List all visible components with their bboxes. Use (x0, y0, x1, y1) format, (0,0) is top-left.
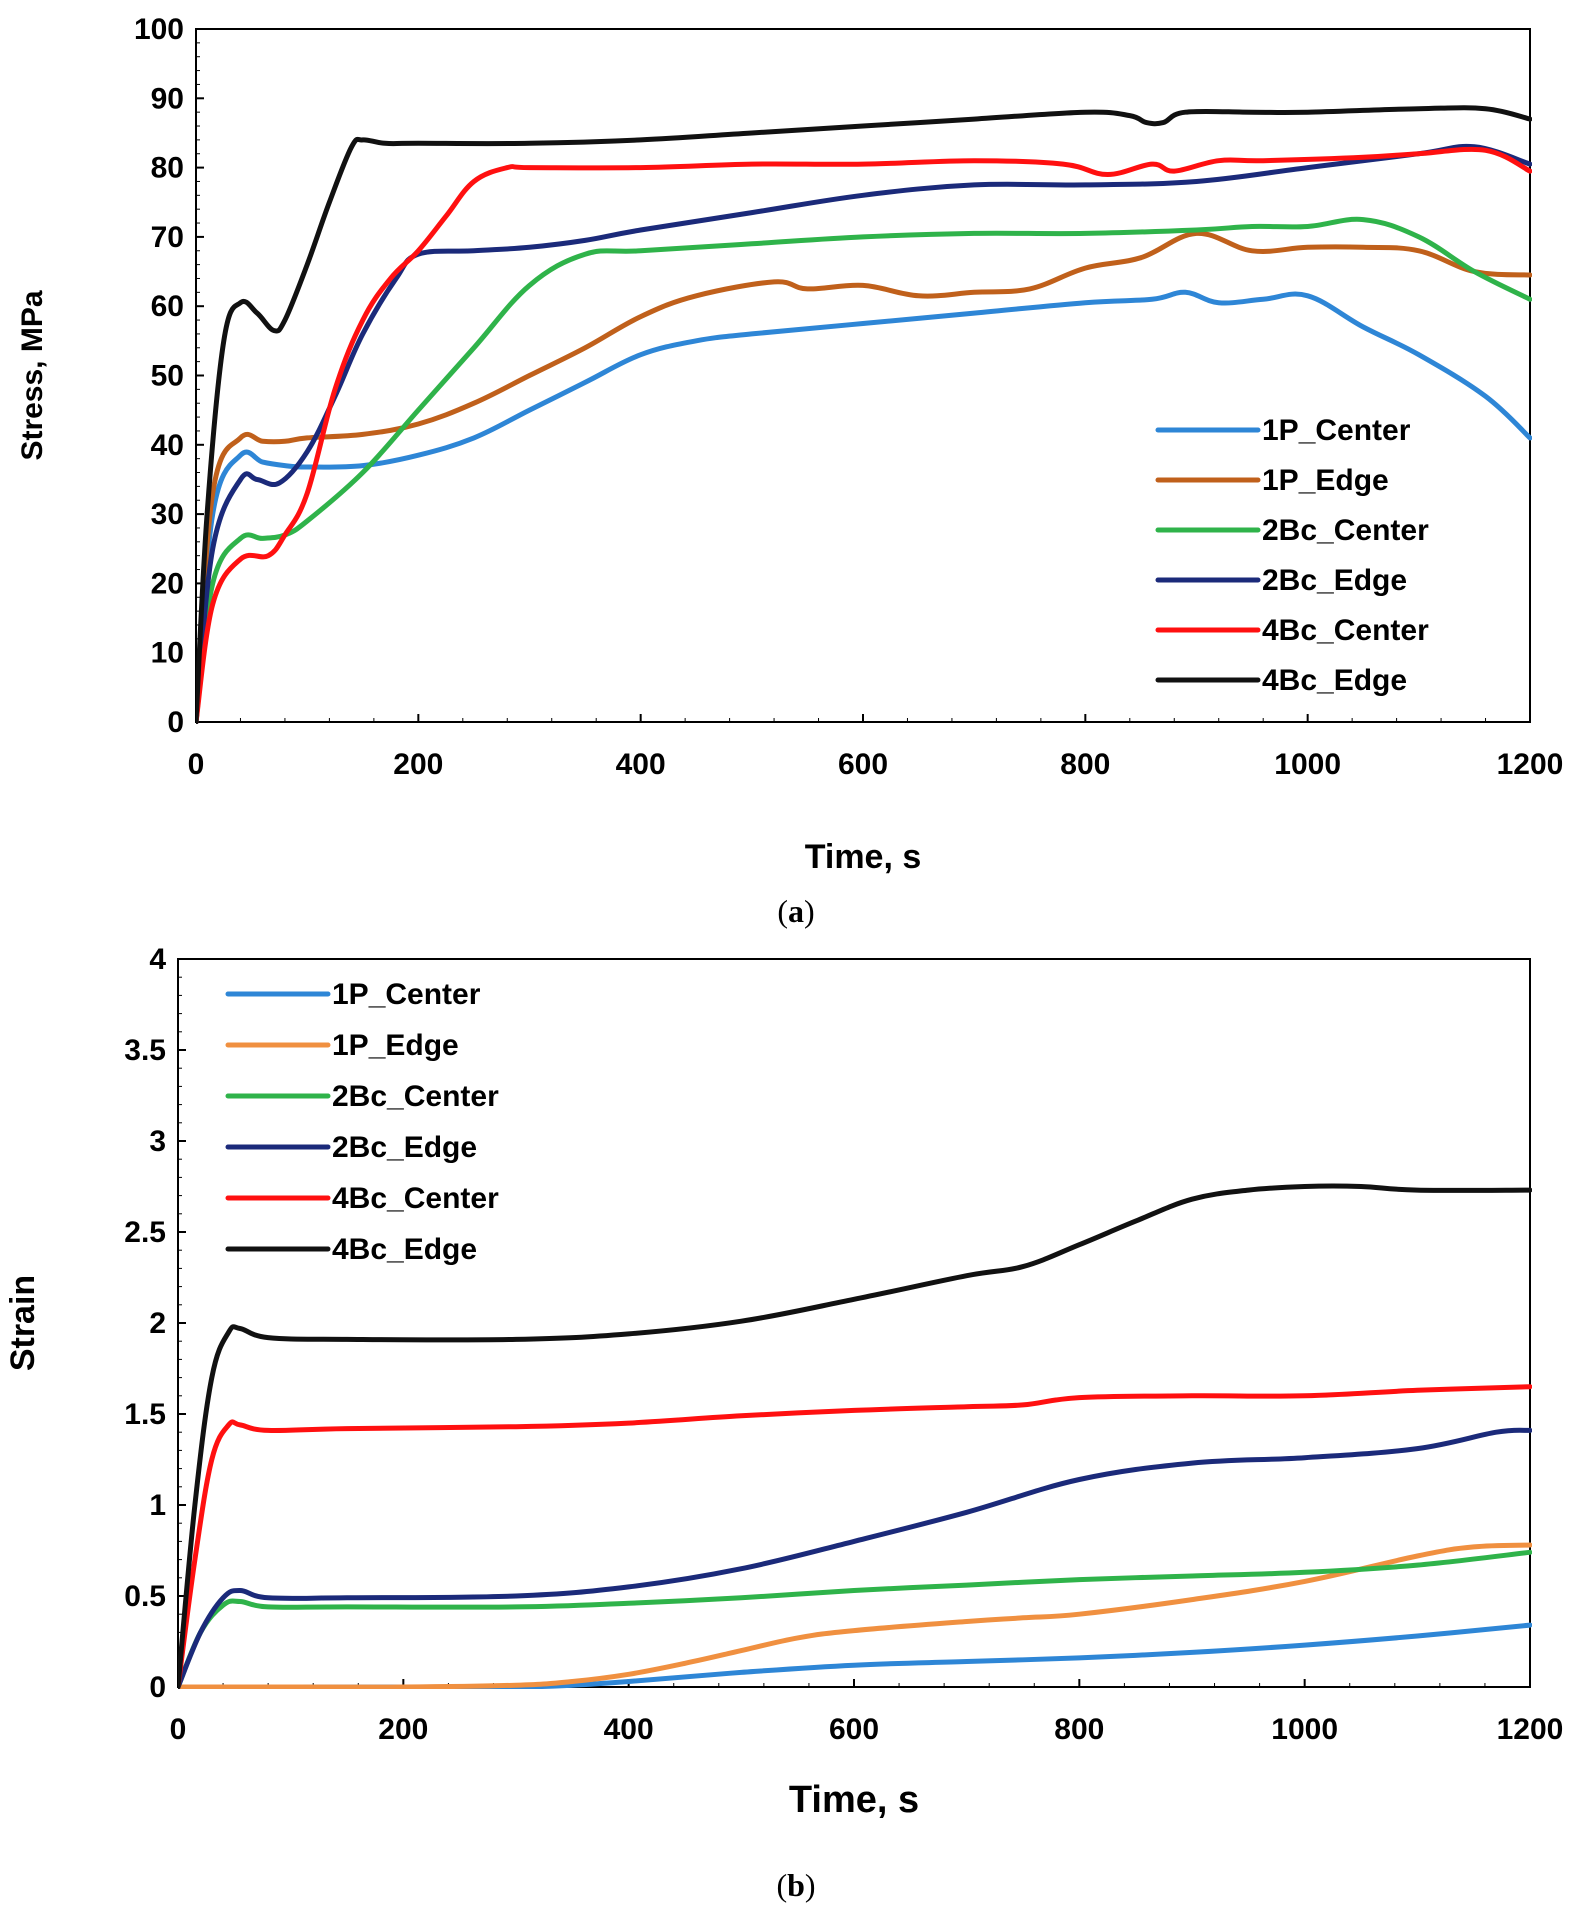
x-tick-label: 800 (1060, 748, 1110, 781)
legend-label-1P_Edge: 1P_Edge (1262, 464, 1389, 497)
y-tick-label: 50 (151, 360, 184, 393)
legend: 1P_Center 1P_Edge 2Bc_Center 2Bc_Edge 4Bc_Ce… (225, 978, 499, 1266)
series-line-2Bc_Edge (196, 143, 1532, 724)
legend-label-2Bc_Center: 2Bc_Center (332, 1080, 499, 1113)
x-tick-label: 200 (378, 1713, 428, 1746)
x-tick-label: 1200 (1497, 1713, 1564, 1746)
y-tick-label: 4 (149, 943, 166, 976)
y-tick-label: 70 (151, 221, 184, 254)
x-tick-label: 600 (838, 748, 888, 781)
series-line-4Bc_Center (196, 146, 1532, 724)
legend-label-4Bc_Edge: 4Bc_Edge (1262, 664, 1407, 697)
series-line-4Bc_Edge (196, 105, 1532, 724)
y-tick-label: 90 (151, 82, 184, 115)
series-group (196, 105, 1532, 724)
x-tick-label: 0 (170, 1713, 187, 1746)
y-tick-label: 100 (134, 13, 184, 46)
y-tick-label: 30 (151, 498, 184, 531)
x-tick-label: 800 (1054, 1713, 1104, 1746)
series-line-2Bc_Edge (178, 1427, 1532, 1689)
legend-label-4Bc_Center: 4Bc_Center (1262, 614, 1429, 647)
y-tick-label: 3 (149, 1125, 166, 1158)
x-axis-title: Time, s (805, 838, 922, 876)
legend-label-4Bc_Edge: 4Bc_Edge (332, 1233, 477, 1266)
x-tick-label: 1000 (1271, 1713, 1338, 1746)
caption-a: (a) (777, 893, 814, 929)
legend-label-4Bc_Center: 4Bc_Center (332, 1182, 499, 1215)
y-tick-label: 40 (151, 429, 184, 462)
y-axis-title: Stress, MPa (16, 290, 49, 460)
y-tick-label: 80 (151, 152, 184, 185)
legend-label-2Bc_Edge: 2Bc_Edge (332, 1131, 477, 1164)
y-tick-label: 10 (151, 637, 184, 670)
x-axis-title: Time, s (789, 1779, 919, 1821)
series-line-1P_Edge (178, 1542, 1532, 1689)
y-tick-label: 60 (151, 290, 184, 323)
x-tick-label: 600 (829, 1713, 879, 1746)
strain-chart: 0 0.5 1 1.5 2 2.5 3 3.5 4 0 200 400 600 800 1000 1200 Ti… (4, 943, 1563, 1821)
y-tick-label: 3.5 (124, 1034, 166, 1067)
y-tick-label: 2.5 (124, 1216, 166, 1249)
y-tick-label: 2 (149, 1307, 166, 1340)
legend-label-1P_Center: 1P_Center (332, 978, 481, 1011)
y-tick-label: 0 (149, 1671, 166, 1704)
caption-b: (b) (776, 1867, 815, 1903)
series-line-4Bc_Edge (178, 1183, 1532, 1689)
x-tick-label: 1000 (1274, 748, 1341, 781)
x-tick-label: 400 (616, 748, 666, 781)
y-tick-label: 1.5 (124, 1398, 166, 1431)
y-tick-label: 20 (151, 567, 184, 600)
series-line-1P_Edge (196, 230, 1532, 724)
x-tick-label: 200 (393, 748, 443, 781)
series-line-1P_Center (178, 1622, 1532, 1689)
series-line-1P_Center (196, 289, 1532, 724)
legend: 1P_Center 1P_Edge 2Bc_Center 2Bc_Edge 4Bc_Ce… (1155, 414, 1429, 697)
y-tick-label: 0 (167, 706, 184, 739)
x-tick-label: 400 (604, 1713, 654, 1746)
y-axis-title: Strain (4, 1275, 42, 1371)
series-group (178, 1183, 1532, 1689)
legend-label-2Bc_Center: 2Bc_Center (1262, 514, 1429, 547)
series-line-4Bc_Center (178, 1384, 1532, 1689)
x-tick-label: 0 (188, 748, 205, 781)
y-tick-label: 0.5 (124, 1580, 166, 1613)
x-tick-label: 1200 (1497, 748, 1564, 781)
legend-label-1P_Center: 1P_Center (1262, 414, 1411, 447)
legend-label-2Bc_Edge: 2Bc_Edge (1262, 564, 1407, 597)
series-line-2Bc_Center (196, 216, 1532, 724)
y-tick-label: 1 (149, 1489, 166, 1522)
series-line-2Bc_Center (178, 1549, 1532, 1689)
legend-label-1P_Edge: 1P_Edge (332, 1029, 459, 1062)
